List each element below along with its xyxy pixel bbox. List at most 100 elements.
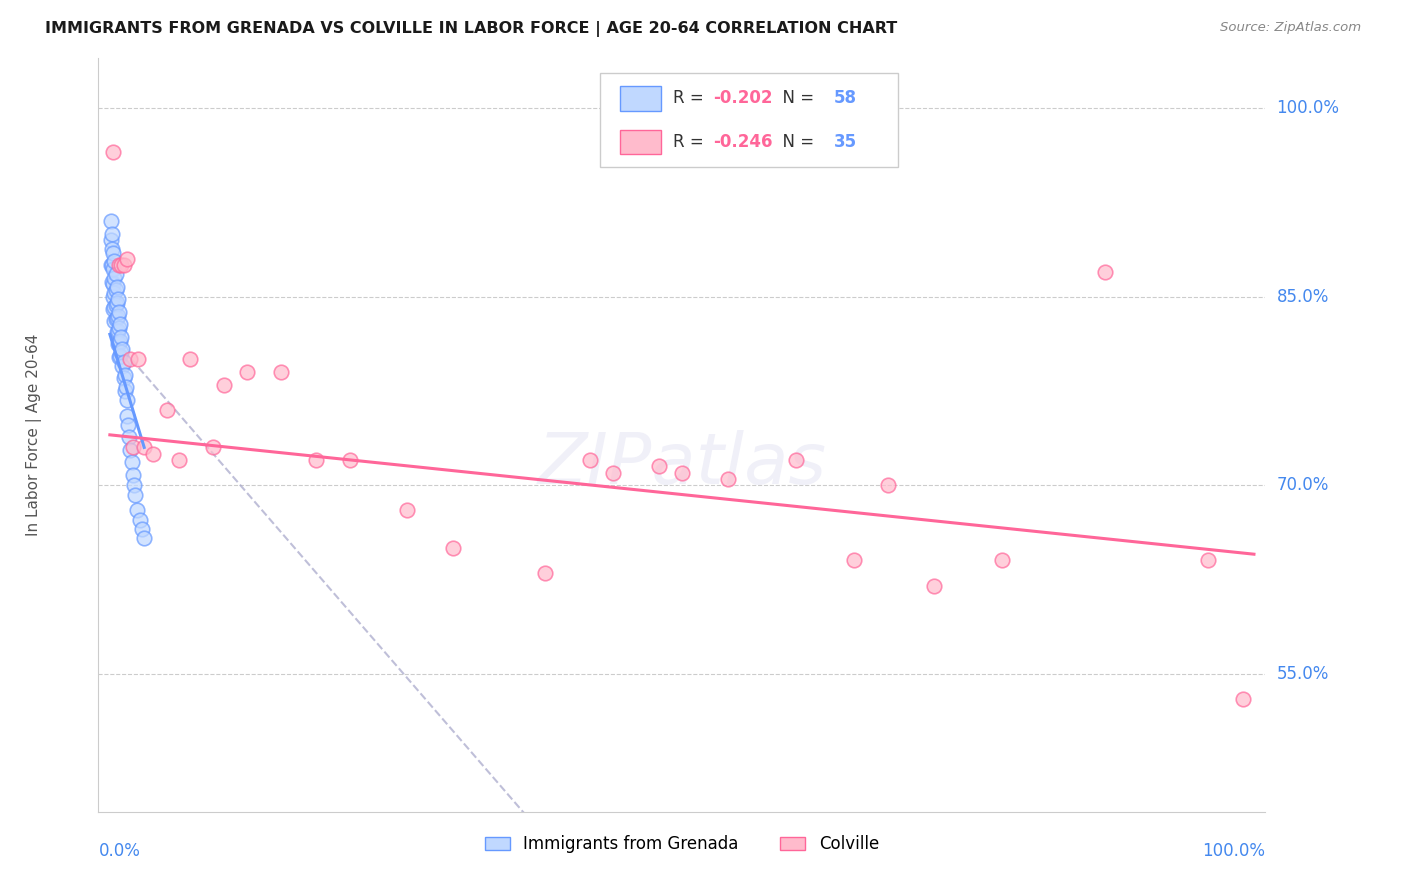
Text: 100.0%: 100.0% [1277,99,1340,117]
Point [111,359,134,373]
Text: 100.0%: 100.0% [1202,842,1265,860]
Point [115,380,138,394]
Text: -0.202: -0.202 [713,89,773,108]
Point [108,350,131,364]
FancyBboxPatch shape [620,87,661,111]
Text: R =: R = [672,133,709,151]
Point [105,279,128,293]
Text: 85.0%: 85.0% [1277,287,1329,306]
Point [103,254,125,268]
Point [103,313,125,327]
Point [236,365,259,379]
Point [100,233,122,247]
Point [124,488,146,502]
Point [108,349,131,363]
Text: In Labor Force | Age 20-64: In Labor Force | Age 20-64 [27,334,42,536]
Point [112,258,135,272]
Point [108,321,131,335]
Point [134,441,156,455]
FancyBboxPatch shape [600,73,898,168]
Point [112,371,135,385]
Point [110,258,132,272]
Point [103,262,125,277]
Point [602,466,624,480]
Point [156,402,179,417]
Point [107,324,129,338]
Point [114,384,136,398]
Point [1094,264,1116,278]
Point [1197,553,1219,567]
Point [108,318,131,332]
Point [648,459,671,474]
Point [103,285,125,300]
Point [876,478,898,492]
Point [110,345,132,359]
Point [115,252,138,266]
Point [108,336,131,351]
Text: -0.246: -0.246 [713,133,773,151]
Point [105,325,128,339]
Point [103,145,125,160]
Point [121,468,143,483]
Point [121,441,143,455]
Point [120,352,142,367]
Text: 55.0%: 55.0% [1277,665,1329,682]
Point [118,430,141,444]
Text: 70.0%: 70.0% [1277,476,1329,494]
Point [103,290,125,304]
Point [103,302,125,317]
Point [121,455,143,469]
Text: N =: N = [772,89,820,108]
Point [104,284,127,298]
Point [179,352,201,367]
Point [142,447,165,461]
Point [101,275,124,289]
Point [104,298,127,312]
Point [100,258,122,272]
Point [101,242,124,256]
Point [270,365,292,379]
Point [103,277,125,292]
Point [110,330,132,344]
Point [108,334,131,348]
Point [104,312,127,326]
Point [105,296,128,310]
Point [441,541,464,555]
Point [1232,691,1254,706]
Point [101,258,124,272]
Point [991,553,1014,567]
Point [112,355,135,369]
Point [717,472,740,486]
Legend: Immigrants from Grenada, Colville: Immigrants from Grenada, Colville [478,829,886,860]
Point [533,566,555,580]
Point [201,441,224,455]
Text: R =: R = [672,89,709,108]
Point [396,503,419,517]
Point [108,258,131,272]
Point [305,453,328,467]
Point [127,352,149,367]
Point [103,300,125,314]
Point [103,245,125,260]
Point [107,337,129,351]
Point [842,553,865,567]
Point [214,377,236,392]
Text: Source: ZipAtlas.com: Source: ZipAtlas.com [1220,21,1361,35]
Point [922,579,945,593]
Text: ZIPatlas: ZIPatlas [537,431,827,500]
Point [167,453,190,467]
Point [127,503,149,517]
Point [579,453,602,467]
Point [128,513,150,527]
Point [111,343,134,357]
Point [122,478,145,492]
Point [100,214,122,228]
Point [117,417,139,432]
Point [107,292,129,306]
Point [120,442,142,457]
Text: 0.0%: 0.0% [98,842,141,860]
Text: 58: 58 [834,89,856,108]
Point [101,227,124,241]
Point [134,531,156,545]
Point [104,267,127,281]
